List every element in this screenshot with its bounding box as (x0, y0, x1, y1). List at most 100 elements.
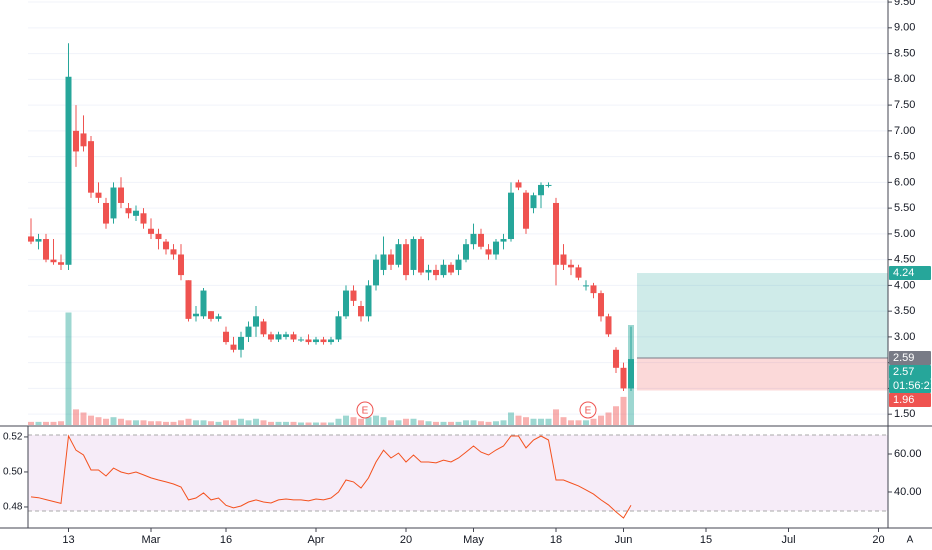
y2-tick-label: 0.50 (3, 467, 23, 478)
x-tick-label: Jun (615, 534, 633, 546)
candle-body (328, 339, 334, 343)
volume-bar (523, 417, 529, 425)
background-layer (28, 1, 888, 512)
candle-body (403, 244, 409, 276)
candle-body (358, 306, 364, 317)
candle-body (560, 254, 567, 265)
candle-body (335, 316, 342, 340)
volume-bar (508, 412, 514, 425)
candle-body (133, 210, 139, 216)
y-tick-label: 5.00 (894, 228, 915, 240)
volume-bar (380, 417, 387, 425)
y2-tick-label: 0.52 (3, 432, 23, 443)
volume-bar (238, 418, 244, 425)
candle-body (455, 259, 462, 270)
candle-body (200, 290, 207, 317)
candle-body (598, 293, 604, 317)
x-tick-label: 15 (700, 534, 712, 546)
last-price-label: 2.57 (893, 366, 914, 378)
candle-body (515, 182, 522, 188)
volume-bar (545, 418, 552, 425)
volume-bar (403, 418, 409, 425)
volume-bar (320, 422, 327, 425)
x-tick-label: 16 (220, 534, 232, 546)
volume-bar (530, 418, 537, 425)
event-label: E (585, 406, 592, 417)
entry-price-label: 2.59 (893, 352, 914, 364)
candle-body (118, 187, 124, 203)
volume-bar (350, 417, 357, 425)
candle-body (568, 264, 574, 268)
candle-body (230, 344, 237, 350)
candle-body (43, 239, 49, 260)
candle-body (140, 213, 147, 224)
last-price-label-bg (889, 365, 931, 380)
candle-body (73, 130, 79, 152)
volume-bar (118, 418, 124, 425)
y-tick-label: 40.00 (894, 486, 922, 498)
volume-bar (178, 420, 184, 425)
y-tick-label: 4.50 (894, 254, 915, 266)
volume-bar (305, 422, 312, 425)
volume-bar (358, 418, 364, 425)
x-tick-label: 18 (550, 534, 562, 546)
volume-bar (463, 420, 469, 425)
volume-bar (560, 417, 567, 425)
candle-body (170, 249, 177, 255)
volume-bar (575, 420, 582, 425)
volume-bar (388, 420, 394, 425)
candle-body (478, 233, 484, 247)
y-tick-label: 3.50 (894, 305, 915, 317)
candle-body (185, 280, 192, 319)
candle-body (215, 316, 222, 319)
candle-body (305, 339, 312, 343)
volume-bar (313, 422, 319, 425)
volume-bar (500, 420, 507, 425)
volume-bar (553, 409, 559, 425)
candle-body (88, 141, 94, 193)
stop-price-label: 1.96 (893, 394, 914, 406)
volume-bar (125, 420, 132, 425)
y-tick-label: 60.00 (894, 448, 922, 460)
candle-body (28, 236, 34, 242)
volume-bar (268, 421, 274, 425)
y-tick-label: 8.50 (894, 47, 915, 59)
volume-bar (335, 418, 342, 425)
candle-body (553, 202, 559, 265)
event-marker[interactable] (356, 401, 374, 419)
candle-body (95, 192, 102, 198)
volume-bar (515, 415, 522, 425)
candle-body (80, 133, 87, 147)
volume-bar (200, 420, 207, 425)
candle-body (545, 184, 552, 186)
candle-body (433, 269, 439, 276)
candle-body (440, 264, 447, 276)
candle-body (313, 339, 319, 343)
y-tick-label: 7.00 (894, 125, 915, 137)
candle-body (103, 202, 109, 224)
volume-bar (110, 417, 117, 425)
volume-bar (283, 421, 289, 425)
candle-body (388, 254, 394, 265)
volume-bar (493, 421, 499, 425)
candle-body (178, 254, 184, 276)
volume-bar (395, 420, 402, 425)
candle-body (283, 334, 289, 337)
candle-body (380, 254, 387, 270)
candle-body (35, 239, 42, 242)
auto-scale-button[interactable]: A (907, 535, 914, 546)
candle-body (620, 367, 627, 389)
volume-bar (245, 420, 252, 425)
volume-bar (448, 421, 454, 425)
target-price-label: 4.24 (893, 267, 914, 279)
volume-bar (538, 418, 544, 425)
x-tick-label: 20 (872, 534, 884, 546)
volume-bar (568, 420, 574, 425)
event-marker[interactable] (579, 401, 597, 419)
candle-body (50, 259, 57, 263)
volume-bar (193, 420, 199, 425)
candle-body (395, 244, 402, 265)
volume-bar (298, 422, 304, 425)
volume-bar (155, 421, 162, 425)
